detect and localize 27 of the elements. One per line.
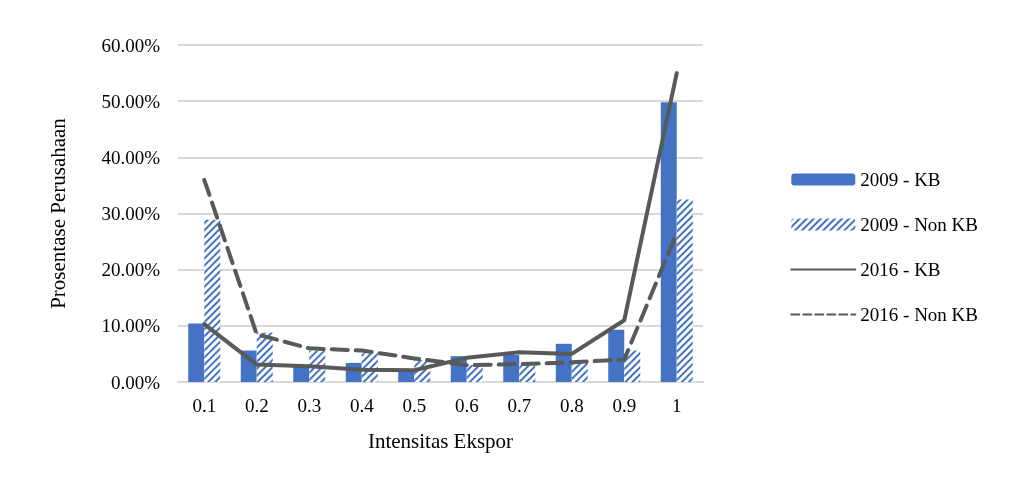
y-tick-label: 0.00% bbox=[110, 371, 161, 393]
x-tick-label: 0.7 bbox=[507, 395, 532, 416]
x-tick-label: 1 bbox=[672, 395, 682, 416]
x-tick-label: 0.1 bbox=[192, 395, 217, 416]
x-tick-label: 0.6 bbox=[454, 395, 479, 416]
x-tick-label: 0.4 bbox=[349, 395, 375, 416]
x-tick-label: 0.3 bbox=[297, 395, 322, 416]
y-tick-label: 40.00% bbox=[101, 146, 161, 168]
legend-label: 2009 - KB bbox=[860, 169, 941, 190]
y-tick-label: 20.00% bbox=[101, 259, 161, 281]
bar bbox=[660, 102, 677, 382]
line-series bbox=[202, 71, 679, 373]
legend-label: 2009 - Non KB bbox=[860, 214, 979, 235]
bar bbox=[188, 323, 205, 382]
y-tick-label: 60.00% bbox=[101, 34, 161, 56]
x-tick-label: 0.5 bbox=[402, 395, 427, 416]
legend-label: 2016 - KB bbox=[860, 259, 941, 280]
x-axis-title: Intensitas Ekspor bbox=[367, 428, 514, 453]
y-axis-title: Prosentase Perusahaan bbox=[45, 117, 70, 309]
x-tick-label: 0.9 bbox=[612, 395, 637, 416]
y-tick-label: 30.00% bbox=[101, 203, 161, 224]
x-tick-label: 0.8 bbox=[559, 395, 584, 416]
x-tick-label: 0.2 bbox=[244, 395, 269, 416]
y-tick-label: 50.00% bbox=[101, 90, 161, 112]
legend-label: 2016 - Non KB bbox=[860, 304, 979, 325]
bar bbox=[608, 329, 625, 382]
y-tick-label: 10.00% bbox=[101, 315, 161, 337]
